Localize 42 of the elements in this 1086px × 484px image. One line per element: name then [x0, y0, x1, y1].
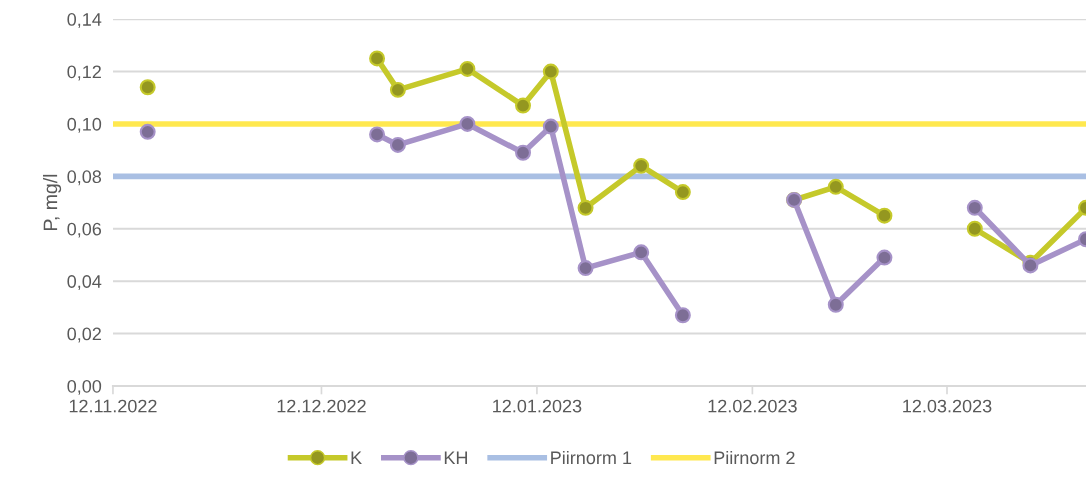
point — [542, 63, 559, 80]
point — [139, 123, 156, 140]
y-tick-label: 0,14 — [67, 13, 102, 28]
y-tick-label: 0,12 — [67, 65, 101, 81]
y-tick-label: 0,10 — [67, 117, 102, 133]
point — [369, 50, 386, 67]
y-tick-label: 0,08 — [67, 170, 102, 186]
point — [876, 249, 893, 266]
point — [459, 60, 476, 77]
y-tick-label: 0,02 — [67, 327, 101, 343]
legend-label: Piirnorm 2 — [714, 450, 795, 465]
point — [633, 244, 650, 261]
point — [674, 307, 691, 324]
x-tick-label: 12.02.2023 — [708, 399, 797, 413]
y-tick-label: 0,06 — [67, 222, 102, 238]
x-tick-label: 12.11.2022 — [69, 399, 157, 413]
point — [515, 97, 531, 114]
point — [515, 144, 531, 161]
x-tick-label: 12.03.2023 — [903, 399, 992, 413]
point — [577, 199, 594, 216]
point — [459, 115, 476, 132]
legend-label: K — [351, 451, 362, 464]
point — [827, 178, 844, 195]
point — [633, 157, 650, 174]
legend-label: Piirnorm 1 — [551, 450, 632, 465]
point — [966, 220, 983, 237]
point — [966, 199, 983, 216]
point — [139, 79, 156, 96]
point — [674, 184, 691, 201]
y-tick-label: 0,04 — [67, 275, 102, 291]
point — [827, 296, 844, 313]
legend-label: KH — [444, 451, 467, 464]
point — [542, 118, 559, 135]
point — [876, 207, 893, 224]
y-tick-label: 0,00 — [67, 379, 102, 395]
x-tick-label: 12.12.2022 — [277, 399, 366, 413]
point — [577, 260, 594, 277]
point — [369, 126, 386, 143]
x-tick-label: 12.01.2023 — [493, 399, 582, 413]
y-axis-title: P, mg/l — [43, 174, 62, 230]
point — [389, 81, 406, 98]
point — [389, 136, 406, 153]
